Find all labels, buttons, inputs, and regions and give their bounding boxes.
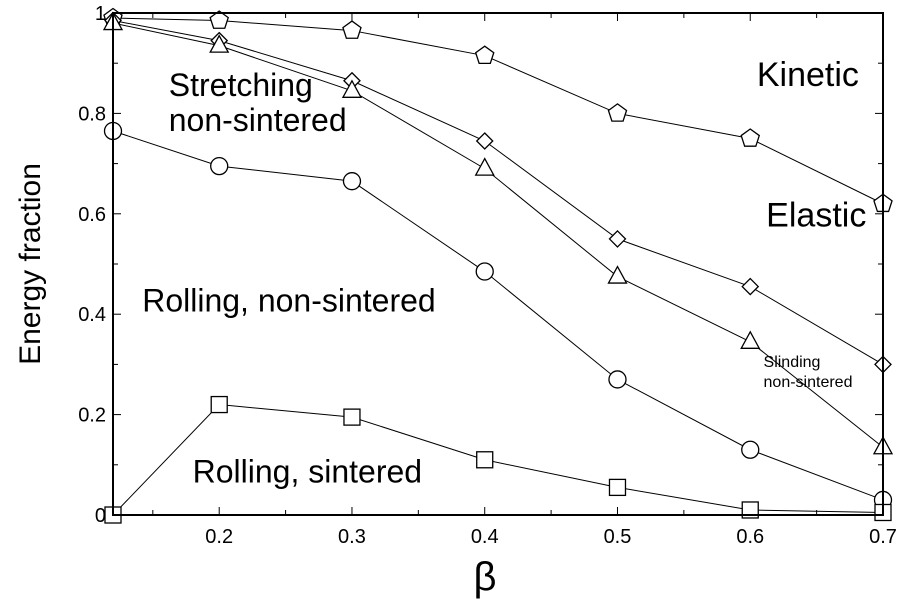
y-tick-label: 0.4	[78, 304, 106, 326]
x-axis-label: β	[473, 555, 496, 599]
annotation-label: Stretching	[169, 67, 313, 103]
data-point-circle	[608, 370, 627, 389]
x-tick-label: 0.5	[604, 526, 632, 548]
y-tick-label: 0.8	[78, 103, 106, 125]
data-point-triangle	[341, 79, 363, 98]
data-point-pentagon	[474, 45, 495, 65]
data-point-diamond	[475, 132, 494, 150]
data-point-triangle	[474, 157, 495, 176]
data-point-triangle	[740, 330, 761, 349]
y-tick-label: 0.6	[78, 204, 106, 226]
data-point-square	[343, 408, 361, 426]
data-point-triangle	[607, 265, 628, 284]
x-tick-label: 0.2	[205, 526, 233, 548]
plot-frame	[112, 12, 884, 516]
annotation-label: non-sintered	[169, 102, 347, 138]
data-point-pentagon	[342, 20, 362, 39]
data-point-pentagon	[740, 128, 761, 147]
annotation-label: non-sintered	[764, 374, 853, 391]
data-point-pentagon	[607, 103, 628, 122]
tick-labels: 0 0.2 0.4 0.6 0.8 1 0.2 0.3 0.4 0.5 0.6 0.7	[78, 3, 897, 548]
annotation-label: Slinding	[764, 354, 821, 371]
data-point-diamond	[741, 277, 760, 296]
data-point-pentagon	[209, 10, 230, 29]
data-point-triangle	[209, 34, 230, 53]
annotation-label: Kinetic	[757, 56, 859, 94]
data-point-circle	[741, 440, 760, 459]
chart-annotations: KineticElasticStretchingnon-sinteredRoll…	[142, 56, 866, 490]
data-point-circle	[210, 156, 229, 176]
data-point-square	[476, 451, 494, 469]
x-tick-label: 0.4	[471, 526, 499, 548]
data-point-diamond	[608, 229, 627, 248]
data-point-square	[608, 478, 627, 497]
y-tick-label: 0.2	[78, 405, 106, 427]
data-point-square	[210, 395, 228, 414]
data-point-square	[741, 501, 759, 519]
annotation-label: Elastic	[766, 196, 866, 234]
annotation-label: Rolling, sintered	[193, 453, 422, 489]
y-tick-label: 0	[95, 505, 106, 527]
y-tick-label: 1	[95, 3, 106, 25]
y-axis-label: Energy fraction	[14, 163, 47, 365]
x-tick-label: 0.3	[338, 526, 366, 548]
data-point-circle	[342, 172, 362, 191]
x-tick-label: 0.6	[736, 526, 764, 548]
x-tick-label: 0.7	[869, 526, 897, 548]
data-point-circle	[475, 262, 494, 281]
annotation-label: Rolling, non-sintered	[142, 283, 436, 319]
